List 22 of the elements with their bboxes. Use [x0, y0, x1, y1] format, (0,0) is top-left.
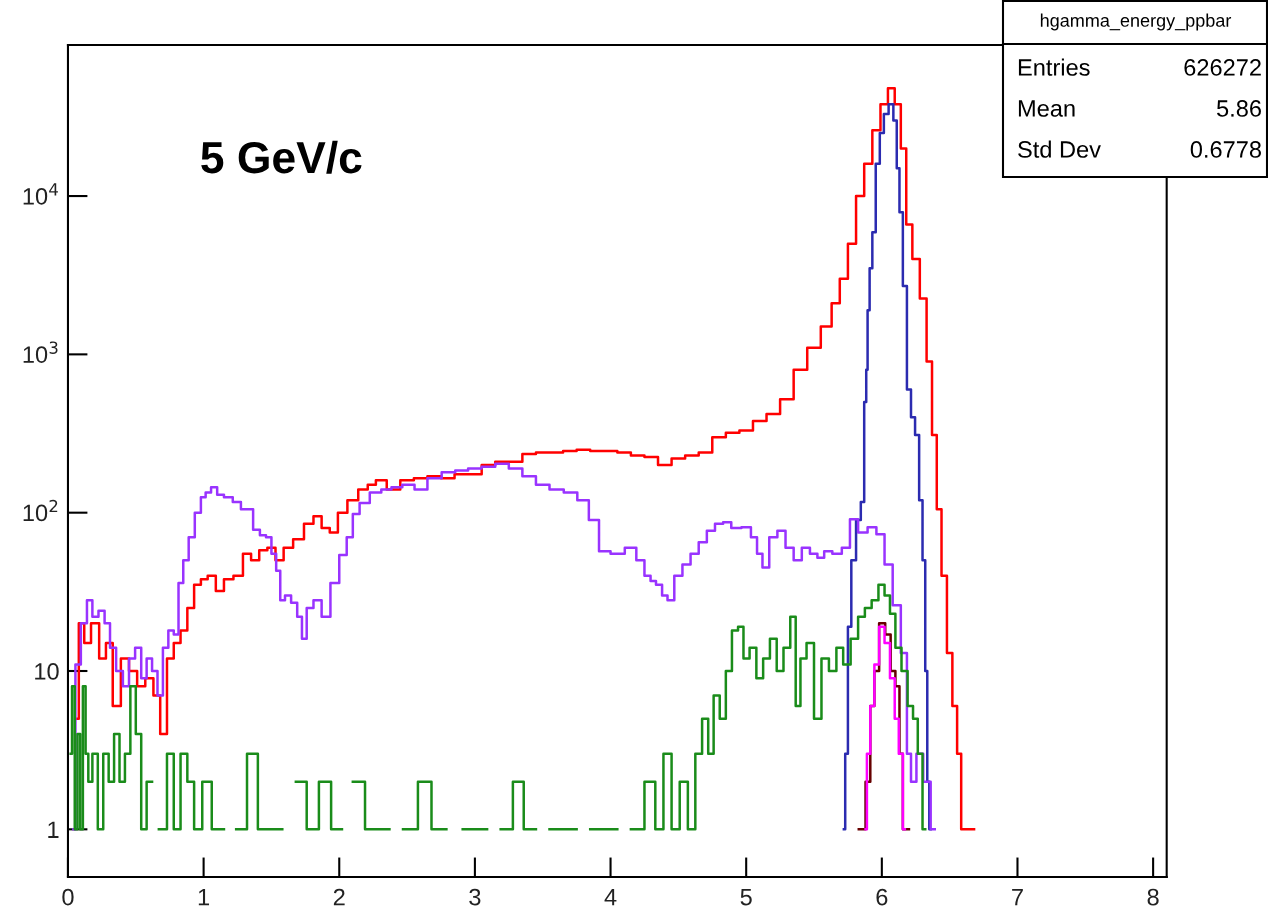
x-tick-label: 1: [198, 888, 210, 906]
y-tick-label: 1: [48, 821, 59, 838]
text: 0.6778: [1190, 141, 1261, 158]
text: 626272: [1184, 59, 1261, 76]
y-tick-label: 10$^{2}$: [23, 499, 58, 522]
x-tick-label: 0: [62, 888, 74, 906]
x-tick-label: 6: [876, 888, 888, 906]
annotation: Std Dev: [1018, 140, 1101, 158]
x-tick-label: 2: [333, 888, 345, 906]
annotation: Mean: [1018, 100, 1075, 117]
text: hgamma_energy_ppbar: [1040, 13, 1232, 31]
y-tick-label: 10$^{3}$: [23, 341, 58, 363]
x-tick-label: 4: [604, 888, 617, 906]
y-tick-label: 10$^{4}$: [23, 183, 58, 205]
x-tick-label: 7: [1012, 888, 1023, 906]
x-tick-label: 5: [740, 888, 752, 906]
annotation: Entries: [1018, 58, 1090, 76]
y-tick-label: 10: [35, 663, 59, 680]
text: 5.86: [1216, 100, 1261, 117]
annotation: 5 GeV/c: [201, 140, 362, 174]
x-tick-label: 8: [1147, 888, 1159, 906]
x-tick-label: 3: [469, 888, 481, 906]
